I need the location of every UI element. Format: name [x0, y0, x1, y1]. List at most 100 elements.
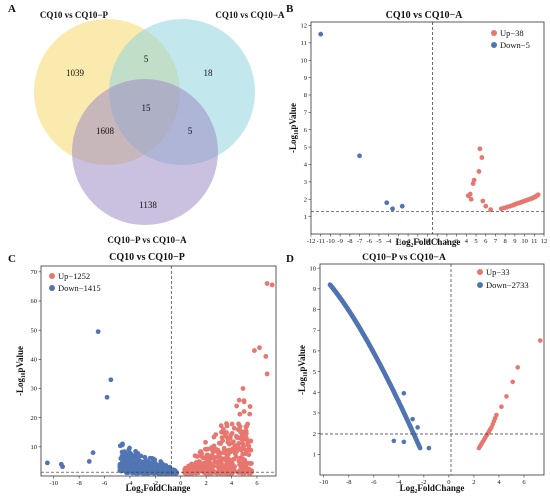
data-point: [225, 439, 231, 445]
data-point: [119, 459, 125, 465]
x-tick-label: -2: [405, 238, 410, 245]
data-point: [233, 443, 239, 449]
y-tick-label: 30: [31, 386, 38, 393]
panel-d-legend-down-label: Down−2733: [486, 280, 529, 290]
data-point: [269, 282, 275, 288]
data-point: [200, 455, 206, 461]
data-point: [131, 463, 137, 469]
data-point: [240, 437, 245, 443]
panel-b-legend-up-label: Up−38: [500, 28, 524, 38]
data-point: [234, 449, 239, 454]
y-tick-label: 70: [31, 269, 38, 276]
y-tick-label: 8: [304, 92, 307, 99]
data-point: [221, 445, 227, 451]
venn-count-pa-only: 1138: [139, 200, 157, 210]
data-point: [126, 447, 132, 453]
data-point: [465, 193, 471, 199]
data-point: [243, 435, 249, 440]
data-point: [240, 451, 246, 457]
data-point: [357, 153, 362, 159]
y-tick-label: 10: [310, 265, 317, 272]
data-point: [241, 465, 247, 471]
data-point: [205, 461, 211, 467]
data-point: [209, 470, 215, 476]
data-point: [225, 436, 231, 442]
panel-d: D CQ10−P vs CQ10−A -10 -8 -6 -4 -2 0 2 4 6 1 2 3 4 5 6…: [286, 253, 545, 493]
data-point: [90, 450, 96, 456]
data-point: [236, 397, 242, 403]
data-point: [158, 459, 164, 464]
data-point: [127, 461, 133, 467]
data-point: [231, 439, 236, 445]
data-point: [186, 463, 192, 469]
data-point: [477, 146, 483, 152]
data-point: [229, 421, 235, 427]
panel-b-title: CQ10 vs CQ10−A: [386, 10, 464, 21]
data-point: [535, 192, 541, 198]
data-point: [476, 169, 482, 174]
panel-c-xlabel: Log₂FoldChange: [126, 483, 191, 493]
panel-c-plot-frame: [40, 265, 277, 477]
x-tick-label: -8: [76, 480, 81, 487]
panel-b-legend-up-marker: [491, 30, 497, 36]
x-tick-label: 12: [541, 238, 548, 245]
panel-c-legend-down-label: Down−1415: [58, 283, 101, 293]
data-point: [401, 439, 407, 445]
data-point: [246, 466, 252, 472]
data-point: [190, 464, 196, 470]
data-point: [239, 446, 245, 452]
y-tick-label: 3: [313, 410, 316, 417]
data-point: [131, 453, 137, 458]
data-point: [241, 409, 247, 414]
data-point: [223, 465, 229, 471]
data-point: [163, 463, 169, 468]
panel-c-legend-up-marker: [49, 273, 55, 279]
x-tick-label: 6: [522, 479, 526, 486]
venn-circle-pa: [72, 79, 218, 225]
data-point: [224, 430, 229, 435]
data-point: [233, 433, 239, 439]
data-point: [263, 354, 269, 359]
data-point: [226, 457, 232, 462]
panel-letter-c: C: [8, 253, 16, 265]
data-point: [104, 394, 110, 400]
panel-d-title: CQ10−P vs CQ10−A: [362, 253, 446, 263]
x-tick-label: 0: [447, 479, 450, 486]
x-tick-label: -6: [367, 238, 373, 245]
y-tick-label: 2: [304, 196, 307, 203]
data-point: [264, 371, 270, 377]
data-point: [248, 447, 254, 453]
panel-letter-b: B: [286, 3, 294, 15]
data-point: [142, 454, 148, 460]
y-tick-label: 5: [304, 144, 307, 151]
data-point: [479, 155, 485, 160]
data-point: [213, 432, 219, 437]
venn-count-a-only: 18: [204, 68, 214, 78]
data-point: [202, 464, 208, 470]
data-point: [238, 455, 244, 461]
data-point: [211, 447, 217, 453]
data-point: [214, 459, 219, 465]
y-tick-label: 20: [31, 415, 38, 422]
data-point: [515, 365, 521, 370]
data-point: [195, 468, 201, 474]
data-point: [44, 460, 50, 466]
data-point: [138, 453, 144, 459]
venn-count-p-and-pa: 1608: [96, 126, 115, 136]
data-point: [229, 430, 235, 436]
data-point: [198, 449, 204, 454]
panel-letter-a: A: [8, 3, 16, 15]
data-point: [202, 460, 207, 466]
x-tick-label: -10: [326, 238, 335, 245]
x-tick-label: -12: [307, 238, 316, 245]
x-tick-label: 7: [494, 238, 498, 245]
data-point: [201, 470, 207, 476]
x-tick-label: -4: [127, 480, 133, 487]
data-point: [205, 470, 211, 476]
data-point: [399, 203, 405, 209]
x-tick-label: -6: [102, 480, 108, 487]
data-point: [174, 470, 180, 476]
panel-c-points: [44, 281, 275, 476]
panel-b-ylabel: -Log₁₀pValue: [288, 103, 298, 153]
data-point: [415, 425, 420, 430]
